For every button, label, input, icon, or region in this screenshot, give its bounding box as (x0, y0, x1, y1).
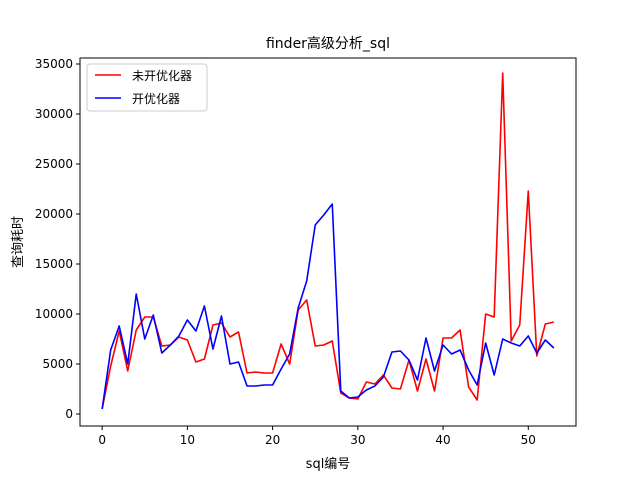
x-axis-label: sql编号 (306, 457, 351, 472)
legend-label-optimized: 开优化器 (132, 92, 180, 106)
y-tick-label: 35000 (35, 57, 73, 71)
chart-title: finder高级分析_sql (266, 35, 390, 52)
y-axis: 0 5000 10000 15000 20000 25000 30000 35000 (35, 57, 80, 421)
legend: 未开优化器 开优化器 (86, 63, 208, 112)
legend-label-unoptimized: 未开优化器 (132, 69, 192, 83)
series-line-0 (101, 72, 555, 410)
x-tick-label: 50 (521, 433, 536, 447)
plot-frame (79, 57, 577, 427)
x-tick-label: 30 (350, 433, 365, 447)
y-tick-label: 0 (65, 407, 73, 421)
y-tick-label: 10000 (35, 307, 73, 321)
x-axis: 0 10 20 30 40 50 (98, 426, 536, 447)
y-tick-label: 5000 (42, 357, 73, 371)
plot-lines (101, 72, 555, 410)
x-tick-label: 0 (98, 433, 106, 447)
series-line-1 (101, 203, 555, 410)
x-tick-label: 40 (435, 433, 450, 447)
x-tick-label: 20 (265, 433, 280, 447)
y-axis-label: 查询耗时 (11, 216, 26, 268)
x-tick-label: 10 (180, 433, 195, 447)
y-tick-label: 15000 (35, 257, 73, 271)
y-tick-label: 25000 (35, 157, 73, 171)
y-tick-label: 30000 (35, 107, 73, 121)
y-tick-label: 20000 (35, 207, 73, 221)
